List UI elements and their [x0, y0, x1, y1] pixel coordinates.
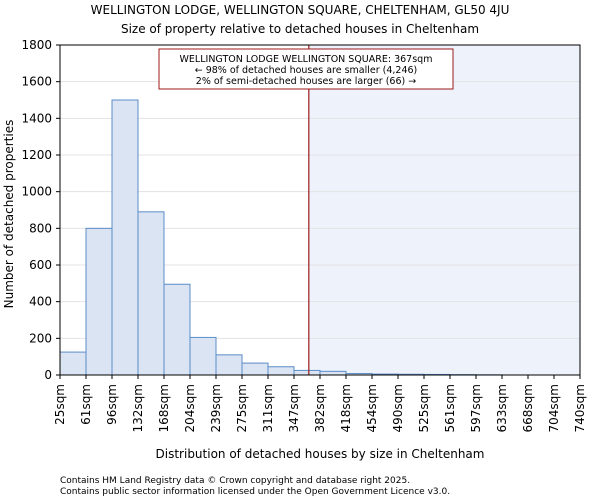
x-tick-label: 168sqm — [157, 384, 171, 432]
bar — [189, 336, 217, 376]
x-tick-label: 418sqm — [339, 384, 353, 432]
bar — [137, 211, 165, 376]
y-tick-label: 1200 — [21, 148, 52, 162]
chart-title: WELLINGTON LODGE, WELLINGTON SQUARE, CHE… — [91, 3, 510, 17]
bar — [319, 370, 347, 376]
x-tick-label: 61sqm — [79, 384, 93, 425]
y-tick-label: 1000 — [21, 185, 52, 199]
x-tick-label: 96sqm — [105, 384, 119, 425]
x-tick-label: 633sqm — [495, 384, 509, 432]
y-tick-label: 0 — [44, 368, 52, 382]
x-tick-label: 347sqm — [287, 384, 301, 432]
x-tick-label: 239sqm — [209, 384, 223, 432]
bar — [163, 283, 191, 376]
x-axis-label: Distribution of detached houses by size … — [156, 447, 485, 461]
bar — [267, 366, 295, 376]
x-axis-ticks: 25sqm 61sqm 96sqm 132sqm 168sqm 204sqm 239sqm 2… — [53, 375, 587, 432]
x-tick-label: 382sqm — [313, 384, 327, 432]
y-tick-label: 1800 — [21, 38, 52, 52]
footer-line-1: Contains HM Land Registry data © Crown c… — [60, 476, 410, 486]
y-tick-label: 1400 — [21, 111, 52, 125]
footer-line-2: Contains public sector information licen… — [60, 487, 450, 497]
bar — [85, 227, 113, 376]
highlight-region — [308, 45, 580, 375]
y-axis-ticks: 0 200 400 600 800 1000 1200 1400 1600 1800 — [21, 38, 60, 382]
bar — [293, 369, 321, 376]
annotation-box: WELLINGTON LODGE WELLINGTON SQUARE: 367s… — [158, 48, 454, 90]
x-tick-label: 275sqm — [235, 384, 249, 432]
bar — [215, 354, 243, 376]
x-tick-label: 740sqm — [573, 384, 587, 432]
bar — [241, 362, 269, 376]
chart-subtitle: Size of property relative to detached ho… — [121, 22, 479, 36]
x-tick-label: 561sqm — [443, 384, 457, 432]
y-tick-label: 400 — [29, 295, 52, 309]
annotation-line-1: WELLINGTON LODGE WELLINGTON SQUARE: 367s… — [180, 54, 433, 65]
x-tick-label: 454sqm — [365, 384, 379, 432]
y-tick-label: 600 — [29, 258, 52, 272]
x-tick-label: 25sqm — [53, 384, 67, 425]
y-tick-label: 1600 — [21, 75, 52, 89]
bar — [59, 351, 87, 376]
y-axis-label: Number of detached properties — [2, 120, 16, 309]
x-tick-label: 668sqm — [521, 384, 535, 432]
bars — [59, 99, 503, 376]
x-tick-label: 525sqm — [417, 384, 431, 432]
x-tick-label: 490sqm — [391, 384, 405, 432]
annotation-line-3: 2% of semi-detached houses are larger (6… — [196, 76, 416, 87]
annotation-line-2: ← 98% of detached houses are smaller (4,… — [195, 65, 418, 76]
bar — [111, 99, 139, 376]
x-tick-label: 132sqm — [131, 384, 145, 432]
x-tick-label: 311sqm — [261, 384, 275, 432]
y-tick-label: 200 — [29, 331, 52, 345]
y-tick-label: 800 — [29, 221, 52, 235]
x-tick-label: 597sqm — [469, 384, 483, 432]
x-tick-label: 704sqm — [547, 384, 561, 432]
x-tick-label: 204sqm — [183, 384, 197, 432]
